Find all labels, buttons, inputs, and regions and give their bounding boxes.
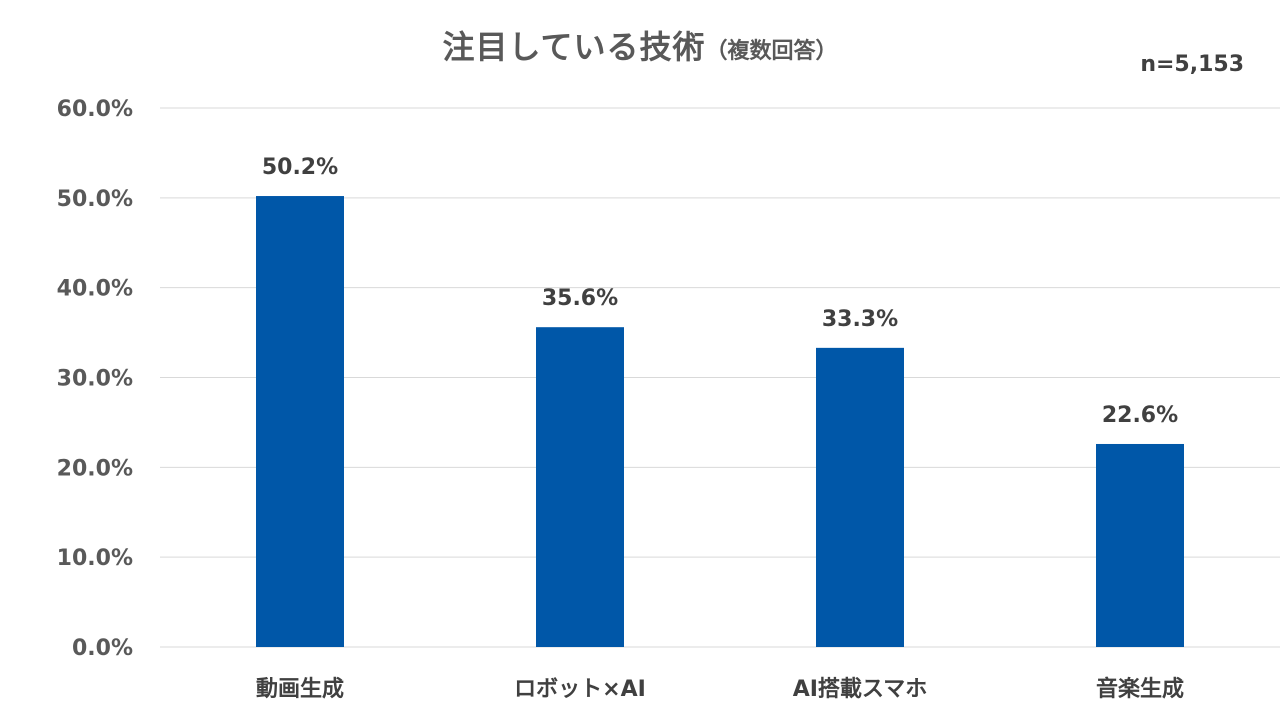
category-label-0: 動画生成 (256, 677, 344, 702)
y-tick-label-1: 10.0% (57, 546, 133, 571)
data-label-0: 50.2% (262, 155, 338, 180)
category-label-3: 音楽生成 (1096, 676, 1184, 702)
chart-subtitle: （複数回答） (705, 39, 838, 64)
y-tick-label-0: 0.0% (72, 636, 133, 661)
bar-2 (816, 347, 904, 647)
data-label-3: 22.6% (1102, 403, 1178, 428)
bar-3 (1096, 443, 1184, 647)
bar-1 (536, 327, 624, 647)
data-label-1: 35.6% (542, 286, 618, 311)
y-tick-label-4: 40.0% (57, 277, 133, 302)
sample-size-label: n=5,153 (1140, 52, 1244, 77)
y-tick-label-6: 60.0% (57, 97, 133, 122)
bar-0 (256, 196, 344, 647)
y-tick-label-3: 30.0% (57, 367, 133, 392)
category-label-1: ロボット×AI (514, 677, 646, 702)
y-tick-label-2: 20.0% (57, 456, 133, 481)
category-label-2: AI搭載スマホ (793, 676, 928, 702)
data-label-2: 33.3% (822, 307, 898, 332)
chart-title: 注目している技術（複数回答） (0, 22, 1280, 68)
y-tick-label-5: 50.0% (57, 187, 133, 212)
chart-title-main: 注目している技術 (442, 28, 706, 66)
